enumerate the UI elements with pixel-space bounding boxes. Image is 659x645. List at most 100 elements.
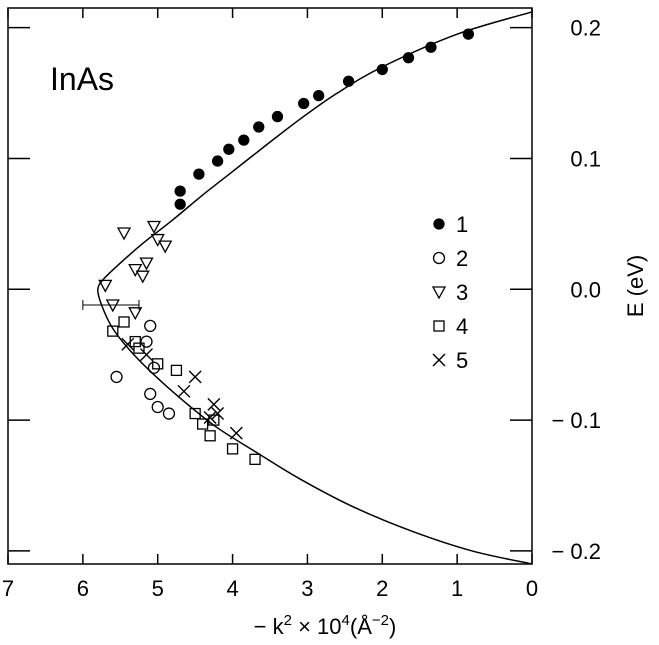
axis-ticks: 7 6 5 4 3 2 1 0 0.2 0.1 0.0 − 0.1 − 0.2 bbox=[2, 8, 601, 601]
x-tick-label: 4 bbox=[226, 576, 238, 601]
series-1-point bbox=[238, 134, 250, 146]
series-5-point bbox=[229, 426, 243, 440]
series-4-point bbox=[129, 335, 141, 348]
cross-stroke bbox=[211, 407, 225, 421]
cross-stroke bbox=[121, 337, 135, 351]
cross-stroke bbox=[229, 426, 243, 440]
legend: 1 2 3 4 5 bbox=[431, 212, 468, 373]
y-axis-title: E (eV) bbox=[623, 255, 648, 317]
series-3-point bbox=[158, 240, 173, 254]
series-3-point bbox=[150, 233, 165, 247]
series-1-point bbox=[211, 155, 224, 167]
x-axis-title-unit-open: (Å bbox=[350, 614, 372, 639]
series-5-point bbox=[139, 348, 153, 362]
x-tick-label: 2 bbox=[376, 576, 388, 601]
legend-marker-1 bbox=[433, 218, 445, 230]
series-1-point bbox=[174, 185, 186, 197]
series-1-point bbox=[298, 97, 310, 110]
series-3-point bbox=[98, 279, 113, 293]
series-1-point bbox=[425, 41, 437, 53]
y-tick-label: 0.0 bbox=[570, 277, 601, 302]
x-axis-title-sup3: −2 bbox=[372, 612, 389, 629]
y-tick-label: − 0.2 bbox=[551, 539, 601, 564]
y-tick-label: 0.2 bbox=[570, 16, 601, 41]
x-tick-label: 3 bbox=[301, 576, 313, 601]
series-3-point bbox=[116, 227, 132, 241]
series-4-point bbox=[107, 325, 119, 337]
series-3-point bbox=[128, 307, 143, 321]
legend-marker-5 bbox=[432, 353, 446, 367]
legend-marker-4 bbox=[433, 320, 445, 332]
legend-marker-3 bbox=[431, 286, 447, 300]
series-5-point bbox=[203, 410, 217, 424]
panel-label: InAs bbox=[50, 61, 114, 97]
series-4-point bbox=[133, 342, 145, 354]
series-1-point bbox=[376, 63, 388, 76]
x-tick-label: 1 bbox=[451, 576, 463, 601]
series-4-point bbox=[189, 407, 201, 420]
x-tick-label: 0 bbox=[526, 576, 538, 601]
series-1-point bbox=[342, 75, 355, 87]
series-1-point bbox=[223, 143, 235, 155]
series-1-point bbox=[253, 121, 265, 133]
cross-stroke bbox=[432, 353, 446, 367]
cross-stroke bbox=[177, 384, 191, 398]
cross-stroke bbox=[139, 348, 153, 362]
legend-label-1: 1 bbox=[456, 212, 468, 237]
legend-label-4: 4 bbox=[456, 314, 468, 339]
series-4-point bbox=[249, 453, 261, 465]
series-1-point bbox=[462, 28, 475, 40]
x-axis-title-mid: × 10 bbox=[292, 614, 342, 639]
y-tick-label: − 0.1 bbox=[551, 408, 601, 433]
y-tick-label: 0.1 bbox=[570, 146, 601, 171]
x-axis-title-prefix: − k bbox=[254, 614, 285, 639]
series-1-point bbox=[193, 168, 205, 180]
x-tick-label: 5 bbox=[152, 576, 164, 601]
legend-marker-2 bbox=[432, 251, 446, 265]
series-5-point bbox=[188, 370, 202, 384]
series-4-point bbox=[226, 443, 239, 455]
legend-label-5: 5 bbox=[456, 348, 468, 373]
series-5-point bbox=[177, 384, 191, 398]
x-axis-title-sup1: 2 bbox=[284, 612, 292, 629]
series-5-point bbox=[211, 407, 225, 421]
series-3-point bbox=[128, 263, 143, 278]
series-2-point bbox=[144, 387, 157, 401]
cross-stroke bbox=[207, 397, 221, 411]
series-2-point bbox=[110, 370, 123, 384]
series-2-point bbox=[162, 407, 176, 420]
cross-stroke bbox=[188, 370, 202, 384]
series-2-point bbox=[140, 335, 153, 348]
series-1-point bbox=[313, 90, 325, 102]
series-4-point bbox=[204, 430, 216, 442]
series-4-point bbox=[152, 358, 164, 370]
series-5-point bbox=[121, 337, 135, 351]
x-axis-title-unit-close: ) bbox=[389, 614, 396, 639]
legend-label-2: 2 bbox=[456, 246, 468, 271]
series-4-point bbox=[170, 364, 183, 377]
x-axis-title-sup2: 4 bbox=[342, 612, 350, 629]
series-3-point bbox=[105, 299, 120, 313]
data-markers bbox=[98, 28, 475, 465]
series-3-point bbox=[146, 220, 162, 234]
series-2-point bbox=[151, 400, 164, 414]
series-4-point bbox=[196, 418, 209, 430]
series-4-point bbox=[118, 316, 130, 328]
fit-curve bbox=[97, 11, 533, 565]
plot-frame bbox=[7, 7, 533, 565]
series-1-point bbox=[402, 52, 415, 64]
series-2-point bbox=[147, 361, 161, 374]
cross-stroke bbox=[203, 410, 217, 424]
series-2-point bbox=[144, 319, 157, 333]
legend-label-3: 3 bbox=[456, 280, 468, 305]
x-tick-label: 7 bbox=[2, 576, 14, 601]
series-5-point bbox=[207, 397, 221, 411]
series-3-point bbox=[139, 257, 154, 271]
x-tick-label: 6 bbox=[77, 576, 89, 601]
x-axis-title: − k2 × 104(Å−2) bbox=[254, 612, 397, 639]
series-1-point bbox=[271, 110, 284, 123]
series-4-point bbox=[208, 414, 220, 426]
series-3-point bbox=[135, 270, 150, 284]
series-1-point bbox=[174, 198, 186, 210]
